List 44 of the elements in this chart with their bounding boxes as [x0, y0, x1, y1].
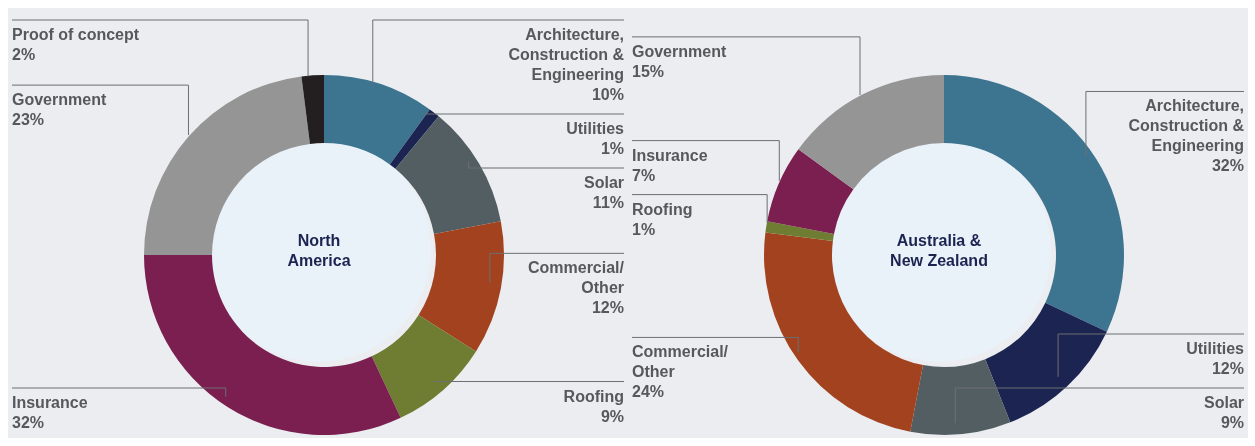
donut-slice [324, 75, 430, 165]
donut-slice [144, 255, 401, 435]
slice-label: Insurance [632, 146, 708, 164]
slice-label: Solar [1203, 394, 1244, 411]
data-label: 1% [600, 140, 624, 157]
data-label: 12% [591, 299, 624, 317]
donut-slice [985, 302, 1107, 423]
donut-slice [395, 116, 501, 235]
data-label: 9% [1220, 414, 1244, 431]
donut-slice [371, 315, 476, 418]
data-label: 10% [591, 86, 624, 103]
data-label: 23% [12, 111, 45, 129]
slice-label: Roofing [563, 387, 624, 405]
data-label: 15% [632, 62, 665, 80]
data-label: 24% [632, 383, 665, 401]
donut-slice [767, 149, 854, 235]
donut-slice [301, 75, 324, 144]
slice-label: Utilities [566, 120, 625, 137]
donut-slice [798, 75, 944, 190]
slice-label: Commercial/ Other [527, 259, 625, 297]
slice-label: Government [12, 91, 107, 109]
slice-label: Utilities [1186, 340, 1245, 357]
slice-label: Commercial/ Other [632, 343, 729, 381]
slice-label: Insurance [12, 394, 88, 411]
donut-slice [418, 221, 504, 352]
slice-label: Architecture, Construction & Engineering [508, 26, 625, 83]
data-label: 9% [600, 407, 624, 425]
data-label: 12% [1211, 360, 1244, 377]
slice-label: Proof of concept [12, 26, 140, 43]
data-label: 7% [632, 166, 656, 184]
slice-label: Solar [583, 174, 624, 191]
text: North America [287, 232, 351, 269]
donut-slice [389, 109, 439, 169]
slice-label: Government [632, 42, 727, 60]
data-label: 11% [592, 194, 624, 211]
data-label: 32% [1211, 157, 1244, 175]
slice-label: Architecture, Construction & Engineering [1128, 97, 1245, 155]
donut-slice [765, 221, 834, 241]
donut-slice [910, 359, 1011, 435]
data-label: 32% [12, 414, 45, 431]
data-label: 2% [12, 46, 36, 63]
text: Australia & New Zealand [890, 232, 988, 269]
data-label: 1% [632, 220, 656, 238]
slice-label: Roofing [632, 200, 693, 218]
